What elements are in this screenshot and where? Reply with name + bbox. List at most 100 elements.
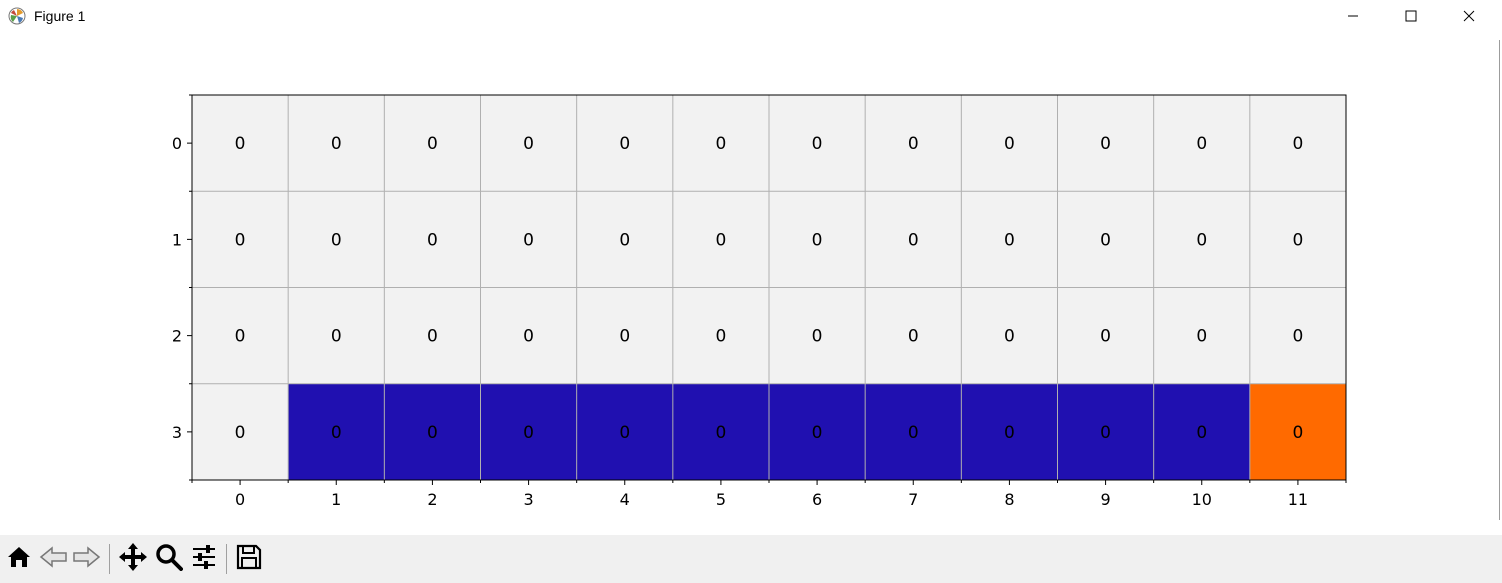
minimize-button[interactable]: [1330, 0, 1376, 32]
heatmap-cell-empty: [1057, 95, 1154, 192]
cell-value-label: 0: [1196, 327, 1207, 347]
home-button[interactable]: [3, 543, 35, 575]
toolbar-separator: [109, 544, 110, 574]
x-tick-label: 0: [235, 490, 245, 509]
heatmap-cell-empty: [288, 95, 385, 192]
cell-value-label: 0: [331, 230, 342, 250]
save-button[interactable]: [233, 543, 265, 575]
cell-value-label: 0: [427, 327, 438, 347]
heatmap-cell-empty: [192, 383, 289, 480]
heatmap-cell-empty: [1153, 95, 1250, 192]
cell-value-label: 0: [1004, 423, 1015, 443]
close-button[interactable]: [1446, 0, 1492, 32]
forward-button[interactable]: [70, 543, 102, 575]
move-icon: [118, 542, 148, 576]
heatmap-cell-empty: [672, 191, 769, 288]
cell-value-label: 0: [523, 423, 534, 443]
heatmap-cell-empty: [1249, 191, 1346, 288]
cell-value-label: 0: [908, 423, 919, 443]
cell-value-label: 0: [812, 134, 823, 154]
home-icon: [5, 543, 33, 575]
configure-subplots-button[interactable]: [188, 543, 220, 575]
heatmap-cell-cliff: [672, 383, 769, 480]
cell-value-label: 0: [619, 423, 630, 443]
x-tick-label: 6: [812, 490, 822, 509]
y-tick-label: 2: [172, 327, 182, 346]
heatmap-cell-empty: [576, 287, 673, 384]
heatmap-cell-empty: [865, 95, 962, 192]
cell-value-label: 0: [812, 423, 823, 443]
maximize-icon: [1405, 7, 1417, 26]
y-tick-label: 1: [172, 230, 182, 249]
heatmap-cell-empty: [672, 95, 769, 192]
x-tick-label: 9: [1100, 490, 1110, 509]
cell-value-label: 0: [235, 134, 246, 154]
heatmap-cell-empty: [576, 95, 673, 192]
heatmap-cell-empty: [288, 191, 385, 288]
pan-button[interactable]: [117, 543, 149, 575]
heatmap-cell-empty: [672, 287, 769, 384]
cell-value-label: 0: [523, 230, 534, 250]
x-tick-label: 8: [1004, 490, 1014, 509]
close-icon: [1463, 7, 1475, 26]
back-button[interactable]: [38, 543, 70, 575]
cell-value-label: 0: [1293, 134, 1304, 154]
cell-value-label: 0: [716, 327, 727, 347]
cell-value-label: 0: [1004, 327, 1015, 347]
x-tick-label: 7: [908, 490, 918, 509]
heatmap-cell-empty: [769, 191, 866, 288]
x-tick-label: 10: [1192, 490, 1212, 509]
sliders-icon: [190, 543, 218, 575]
cell-value-label: 0: [908, 134, 919, 154]
cell-value-label: 0: [1196, 230, 1207, 250]
toolbar-separator: [226, 544, 227, 574]
cell-value-label: 0: [331, 327, 342, 347]
cell-value-label: 0: [1196, 134, 1207, 154]
heatmap-cell-empty: [961, 191, 1058, 288]
title-bar[interactable]: Figure 1: [0, 0, 1502, 33]
cell-value-label: 0: [812, 230, 823, 250]
heatmap-cell-empty: [1057, 191, 1154, 288]
figure-canvas[interactable]: 0 0 0 0 0 0 0 0 0 0 0 0 0 0 0 0 0 0 0 0 0 0 0 0 0 0 0 0 0 0 0 0 0 0 0 0 0 0 0 0…: [0, 33, 1502, 535]
cell-value-label: 0: [716, 423, 727, 443]
heatmap-cell-empty: [480, 95, 577, 192]
cell-value-label: 0: [619, 327, 630, 347]
cell-value-label: 0: [331, 423, 342, 443]
cell-value-label: 0: [427, 423, 438, 443]
heatmap-cell-empty: [480, 287, 577, 384]
heatmap-cell-cliff: [865, 383, 962, 480]
heatmap-cell-empty: [1057, 287, 1154, 384]
heatmap-chart[interactable]: 0 0 0 0 0 0 0 0 0 0 0 0 0 0 0 0 0 0 0 0 0 0 0 0 0 0 0 0 0 0 0 0 0 0 0 0 0 0 0 0…: [0, 33, 1502, 535]
x-tick-label: 11: [1288, 490, 1308, 509]
back-arrow-icon: [39, 543, 69, 575]
heatmap-cell-empty: [865, 287, 962, 384]
heatmap-cell-cliff: [1057, 383, 1154, 480]
navigation-toolbar: [0, 535, 1502, 583]
cell-value-label: 0: [235, 327, 246, 347]
heatmap-cell-empty: [192, 95, 289, 192]
heatmap-cell-empty: [1249, 287, 1346, 384]
forward-arrow-icon: [71, 543, 101, 575]
zoom-button[interactable]: [153, 543, 185, 575]
heatmap-cell-cliff: [1153, 383, 1250, 480]
cell-value-label: 0: [812, 327, 823, 347]
maximize-button[interactable]: [1388, 0, 1434, 32]
cell-value-label: 0: [1004, 230, 1015, 250]
heatmap-cell-empty: [1153, 287, 1250, 384]
cell-value-label: 0: [716, 230, 727, 250]
cell-value-label: 0: [1100, 327, 1111, 347]
heatmap-cell-empty: [961, 287, 1058, 384]
window-edge: [1499, 40, 1500, 520]
heatmap-cell-cliff: [480, 383, 577, 480]
heatmap-cell-empty: [769, 95, 866, 192]
heatmap-cell-empty: [1153, 191, 1250, 288]
cell-value-label: 0: [427, 230, 438, 250]
y-tick-label: 3: [172, 423, 182, 442]
heatmap-cell-empty: [769, 287, 866, 384]
cell-value-label: 0: [908, 230, 919, 250]
heatmap-cell-empty: [384, 95, 481, 192]
cell-value-label: 0: [908, 327, 919, 347]
cell-value-label: 0: [523, 327, 534, 347]
save-icon: [235, 543, 263, 575]
heatmap-cell-empty: [384, 191, 481, 288]
